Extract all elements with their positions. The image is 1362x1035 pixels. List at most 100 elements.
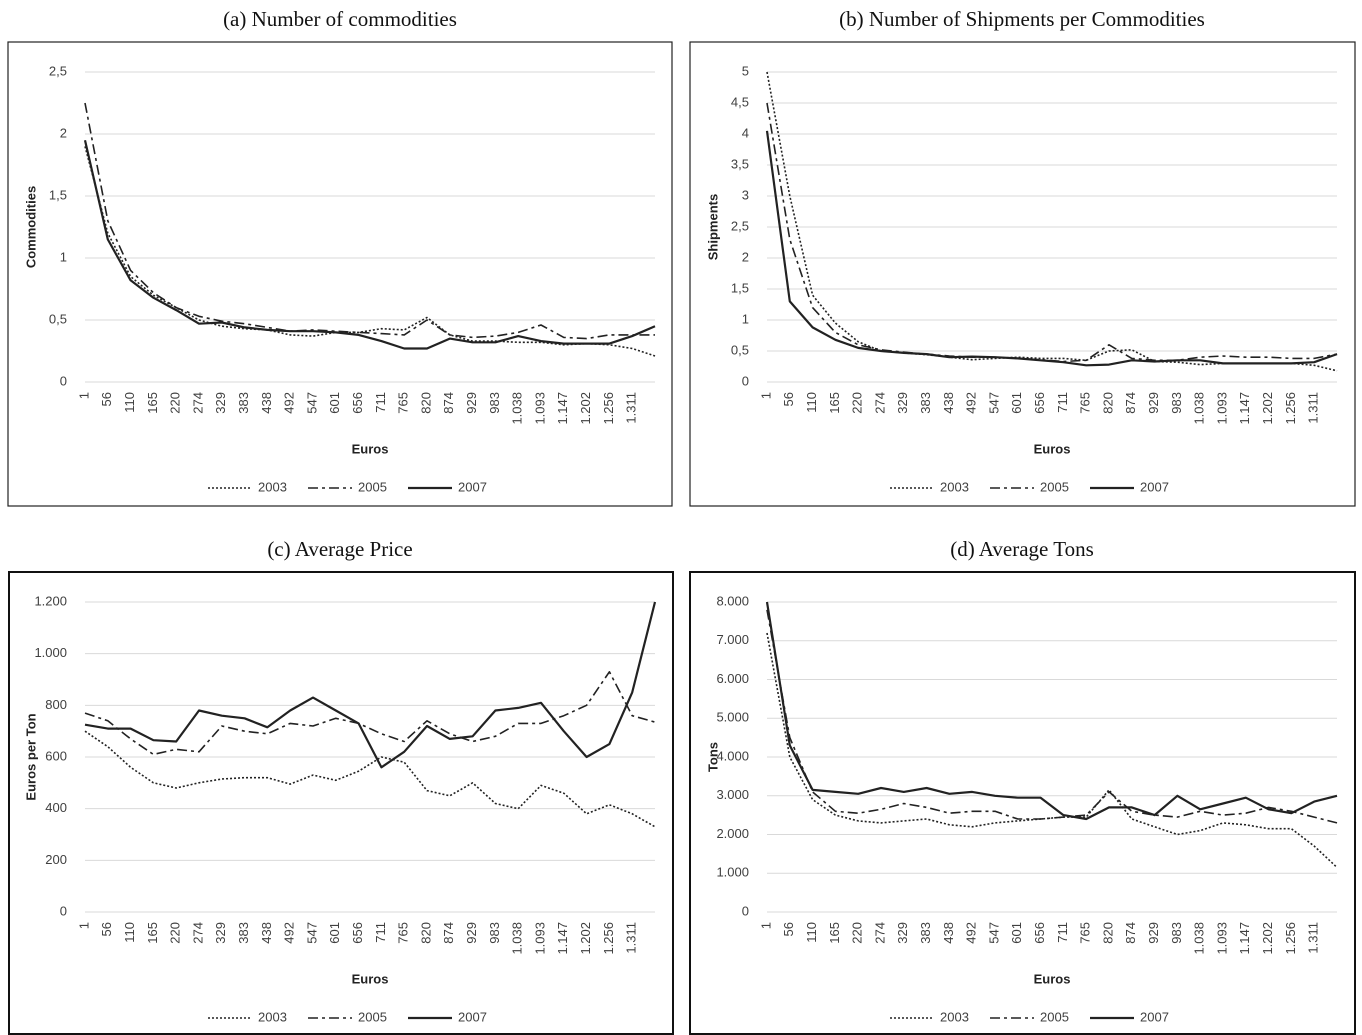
y-tick-label: 0,5	[49, 311, 67, 326]
y-tick-label: 4	[742, 125, 749, 140]
y-tick-label: 1	[60, 249, 67, 264]
x-tick-label: 1.038	[1192, 392, 1207, 425]
x-tick-label: 1.311	[1306, 922, 1321, 954]
y-tick-label: 0	[742, 903, 749, 918]
y-tick-label: 4,5	[731, 94, 749, 109]
x-tick-label: 329	[895, 922, 910, 944]
x-tick-label: 1.311	[1306, 392, 1321, 424]
x-tick-label: 1	[76, 392, 91, 399]
panel-title: (a) Number of commodities	[223, 7, 457, 31]
panel-frame	[689, 41, 1356, 507]
series-line	[766, 102, 1338, 363]
x-tick-label: 1.202	[578, 922, 593, 955]
series-line	[84, 671, 656, 756]
x-tick-label: 765	[396, 392, 411, 414]
x-tick-label: 438	[941, 392, 956, 414]
x-axis-label: Euros	[352, 441, 389, 456]
y-axis-label: Euros per Ton	[23, 713, 38, 800]
panel-title: (b) Number of Shipments per Commodities	[839, 7, 1205, 31]
x-tick-label: 820	[1100, 922, 1115, 944]
x-tick-label: 711	[1055, 392, 1070, 413]
x-tick-label: 1	[76, 922, 91, 929]
x-tick-label: 983	[487, 392, 502, 414]
x-tick-label: 438	[941, 922, 956, 944]
x-tick-label: 1.147	[1237, 392, 1252, 425]
y-tick-label: 5.000	[716, 710, 749, 725]
x-tick-label: 1.093	[1214, 392, 1229, 425]
y-tick-label: 200	[45, 852, 67, 867]
y-tick-label: 2.000	[716, 826, 749, 841]
y-tick-label: 8.000	[716, 593, 749, 608]
x-tick-label: 220	[850, 922, 865, 944]
panel-title: (c) Average Price	[267, 537, 412, 561]
y-axis-label: Tons	[705, 742, 720, 772]
y-tick-label: 3.000	[716, 787, 749, 802]
legend-label: 2005	[358, 1009, 387, 1024]
x-tick-label: 601	[1009, 392, 1024, 414]
y-tick-label: 1.000	[34, 645, 67, 660]
x-tick-label: 711	[373, 392, 388, 413]
y-axis-label: Commodities	[23, 186, 38, 268]
y-tick-label: 2,5	[49, 63, 67, 78]
x-tick-label: 220	[168, 922, 183, 944]
legend-label: 2007	[1140, 479, 1169, 494]
x-tick-label: 492	[282, 922, 297, 944]
x-tick-label: 1.256	[1283, 392, 1298, 425]
x-tick-label: 1.038	[510, 922, 525, 955]
x-tick-label: 601	[327, 922, 342, 944]
x-tick-label: 929	[1146, 922, 1161, 944]
x-tick-label: 547	[986, 922, 1001, 944]
x-tick-label: 711	[1055, 922, 1070, 943]
legend-label: 2005	[358, 479, 387, 494]
x-tick-label: 820	[418, 392, 433, 414]
legend-label: 2007	[458, 1009, 487, 1024]
legend-label: 2005	[1040, 1009, 1069, 1024]
x-tick-label: 1.147	[1237, 922, 1252, 955]
y-tick-label: 4.000	[716, 748, 749, 763]
x-tick-label: 1	[758, 922, 773, 929]
x-tick-label: 165	[145, 392, 160, 414]
y-tick-label: 1.000	[716, 865, 749, 880]
x-tick-label: 56	[99, 922, 114, 936]
x-tick-label: 56	[781, 392, 796, 406]
legend-label: 2005	[1040, 479, 1069, 494]
x-tick-label: 1.202	[1260, 392, 1275, 425]
x-tick-label: 110	[804, 392, 819, 413]
series-line	[765, 130, 1338, 367]
x-tick-label: 929	[464, 392, 479, 414]
x-axis-label: Euros	[352, 971, 389, 986]
x-tick-label: 874	[1123, 922, 1138, 944]
x-tick-label: 1	[758, 392, 773, 399]
series-line	[84, 730, 656, 828]
x-tick-label: 1.202	[578, 392, 593, 425]
series-line	[83, 139, 656, 350]
x-tick-label: 929	[1146, 392, 1161, 414]
x-tick-label: 1.093	[532, 392, 547, 425]
x-tick-label: 656	[1032, 392, 1047, 414]
series-line	[766, 609, 1338, 824]
x-tick-label: 110	[804, 922, 819, 943]
panel-title: (d) Average Tons	[950, 537, 1094, 561]
x-tick-label: 765	[396, 922, 411, 944]
x-tick-label: 274	[872, 922, 887, 944]
x-tick-label: 820	[418, 922, 433, 944]
legend-label: 2003	[940, 479, 969, 494]
y-tick-label: 0	[60, 903, 67, 918]
y-tick-label: 0	[742, 373, 749, 388]
y-tick-label: 1,5	[49, 187, 67, 202]
legend-label: 2007	[458, 479, 487, 494]
y-tick-label: 3,5	[731, 156, 749, 171]
y-tick-label: 800	[45, 697, 67, 712]
x-tick-label: 1.038	[510, 392, 525, 425]
x-tick-label: 1.147	[555, 922, 570, 955]
x-tick-label: 1.093	[532, 922, 547, 955]
panel-frame	[689, 571, 1356, 1035]
series-line	[84, 146, 656, 357]
y-tick-label: 1,5	[731, 280, 749, 295]
x-tick-label: 492	[964, 922, 979, 944]
x-tick-label: 56	[99, 392, 114, 406]
x-tick-label: 1.256	[601, 922, 616, 955]
x-tick-label: 929	[464, 922, 479, 944]
x-tick-label: 1.038	[1192, 922, 1207, 955]
